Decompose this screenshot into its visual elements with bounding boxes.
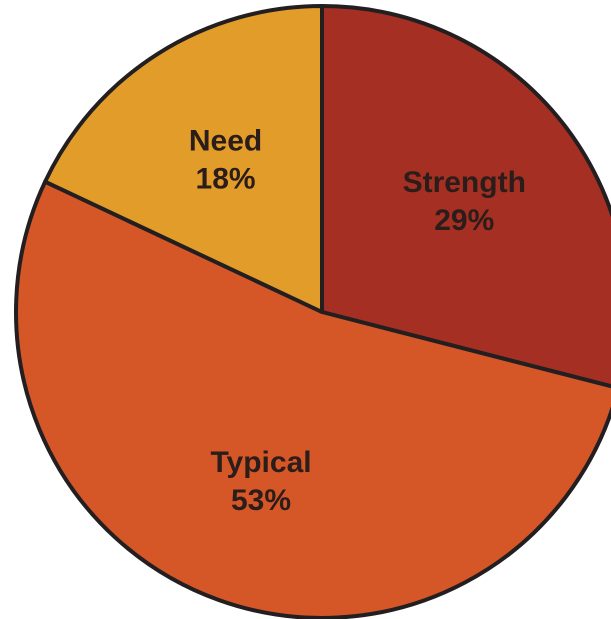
slice-label-strength: Strength: [403, 166, 526, 199]
slice-label-typical: Typical: [210, 446, 311, 479]
slice-label-need: Need: [189, 125, 262, 158]
slice-value-typical: 53%: [231, 484, 291, 517]
pie-slice-strength: [320, 4, 611, 389]
pie-labels: Strength 29% Typical 53% Need 18%: [189, 125, 526, 517]
slice-value-need: 18%: [196, 163, 256, 196]
slice-value-strength: 29%: [434, 204, 494, 237]
pie-slice-need: [43, 4, 324, 314]
pie-slice-typical: [14, 179, 611, 619]
pie-slices: [14, 4, 611, 619]
